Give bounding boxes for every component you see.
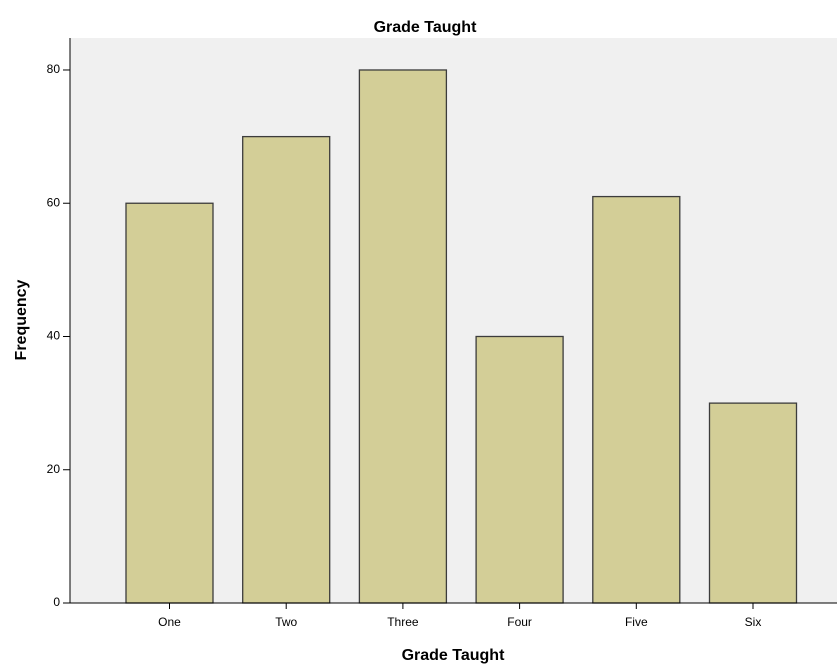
chart-title: Grade Taught — [374, 19, 477, 36]
y-tick-label: 60 — [47, 195, 61, 209]
bar — [475, 335, 564, 604]
x-tick-label: Four — [507, 615, 532, 629]
y-tick-label: 0 — [53, 595, 60, 609]
x-tick-label: Five — [625, 615, 648, 629]
y-axis-label: Frequency — [13, 279, 30, 360]
y-tick-label: 20 — [47, 462, 61, 476]
x-tick-label: Two — [275, 615, 297, 629]
bar — [592, 195, 681, 604]
x-tick-label: One — [158, 615, 181, 629]
bar — [242, 135, 331, 604]
bar — [708, 402, 798, 604]
bar — [125, 202, 214, 604]
x-axis-label: Grade Taught — [402, 647, 505, 664]
y-tick-label: 80 — [47, 62, 61, 76]
x-tick-label: Three — [387, 615, 419, 629]
x-tick-label: Six — [745, 615, 762, 629]
y-tick-label: 40 — [47, 329, 61, 343]
bar — [358, 69, 448, 604]
